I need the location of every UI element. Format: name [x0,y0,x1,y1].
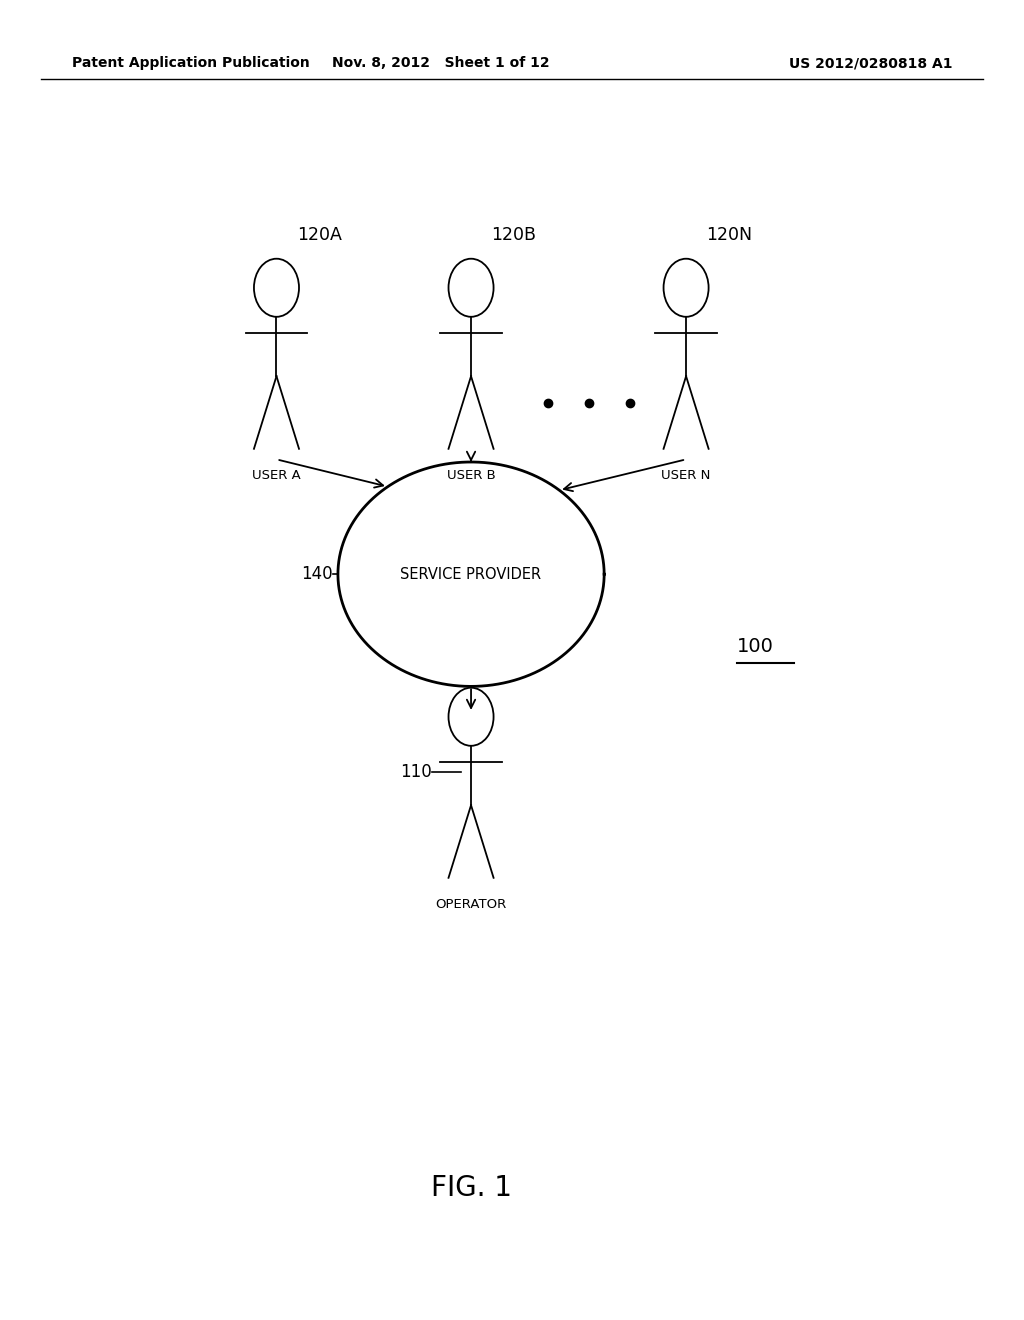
Text: 100: 100 [737,638,774,656]
Text: Patent Application Publication: Patent Application Publication [72,57,309,70]
Text: Nov. 8, 2012   Sheet 1 of 12: Nov. 8, 2012 Sheet 1 of 12 [332,57,549,70]
Text: 120N: 120N [707,226,753,244]
Text: FIG. 1: FIG. 1 [430,1173,512,1203]
Text: USER B: USER B [446,469,496,482]
Text: USER A: USER A [252,469,301,482]
Text: 110: 110 [400,763,432,781]
Text: US 2012/0280818 A1: US 2012/0280818 A1 [788,57,952,70]
Text: USER N: USER N [662,469,711,482]
Text: 120B: 120B [492,226,537,244]
Text: 140: 140 [301,565,333,583]
Text: SERVICE PROVIDER: SERVICE PROVIDER [400,566,542,582]
Text: 120A: 120A [297,226,342,244]
Text: OPERATOR: OPERATOR [435,898,507,911]
